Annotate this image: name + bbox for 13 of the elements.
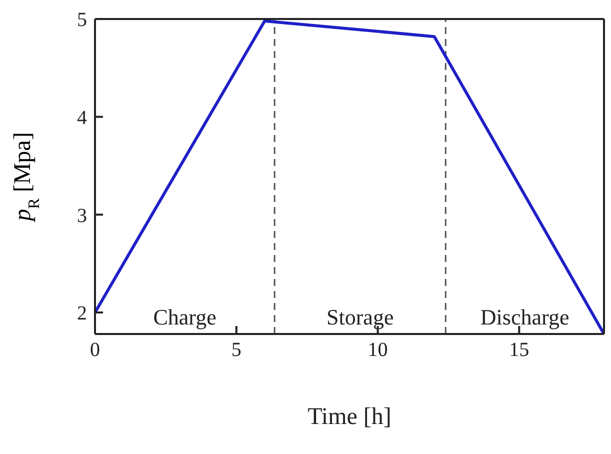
- annotation: Discharge: [480, 304, 570, 330]
- x-tick-label: 0: [90, 339, 100, 362]
- line-series: [95, 19, 604, 334]
- y-tick-label: 5: [77, 9, 87, 32]
- y-tick-label: 4: [77, 106, 87, 129]
- annotation: Storage: [326, 304, 394, 330]
- x-tick-label: 5: [231, 339, 242, 362]
- x-tick-label: 15: [509, 339, 530, 362]
- x-tick-label: 10: [368, 339, 388, 362]
- y-tick-label: 2: [77, 302, 87, 325]
- x-axis-title: Time [h]: [308, 404, 392, 430]
- y-tick-label: 3: [77, 204, 87, 227]
- annotation: Charge: [153, 304, 216, 330]
